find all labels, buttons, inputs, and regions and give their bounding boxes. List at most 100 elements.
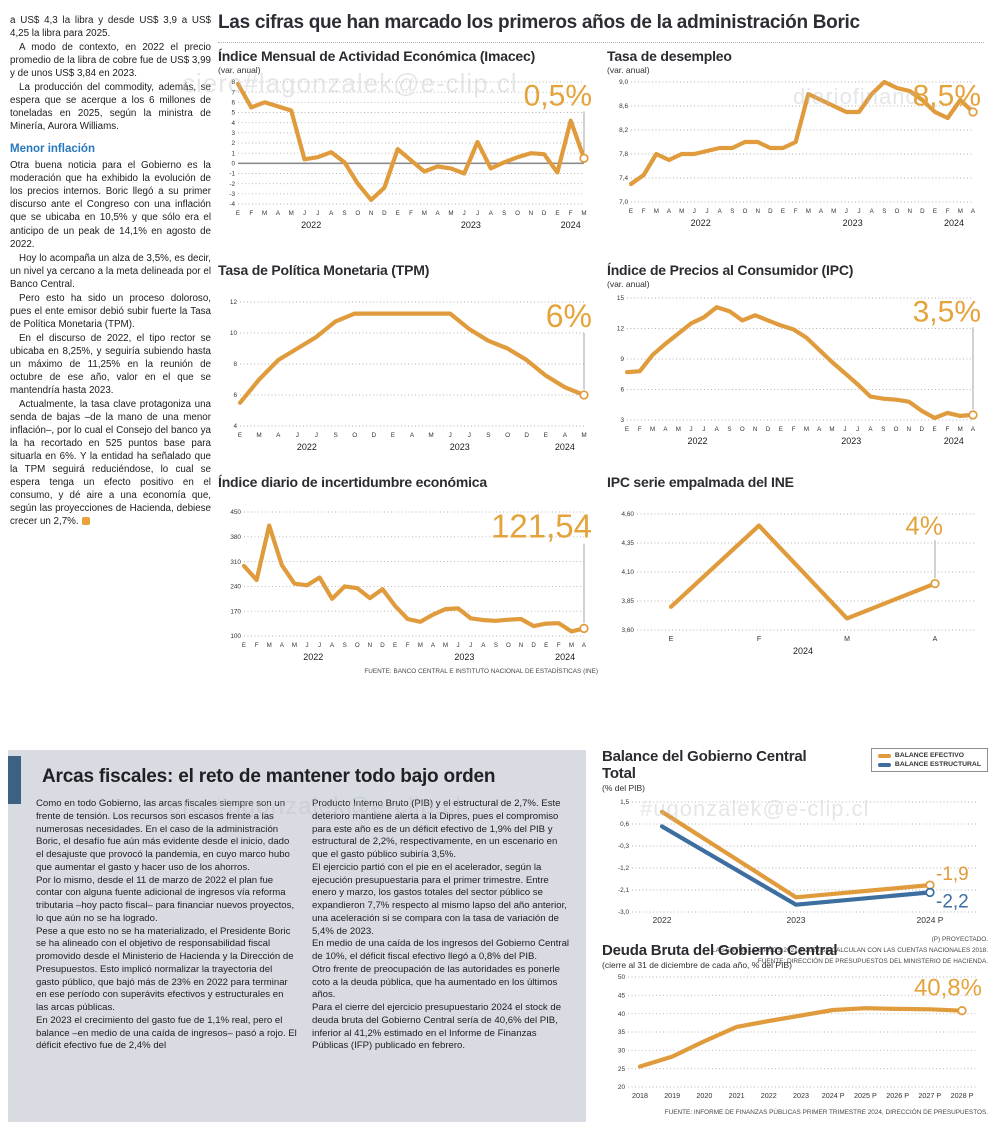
svg-text:O: O <box>505 432 510 439</box>
fiscal-paragraph: Para el cierre del ejercicio presupuesta… <box>312 1002 562 1052</box>
svg-text:170: 170 <box>230 608 241 615</box>
spacer <box>218 278 598 291</box>
chart-title: Índice de Precios al Consumidor (IPC) <box>607 262 854 278</box>
fiscal-paragraph: En medio de una caída de los ingresos de… <box>312 938 570 962</box>
legend-label: BALANCE ESTRUCTURAL <box>894 761 981 768</box>
svg-text:2: 2 <box>231 140 235 147</box>
svg-text:M: M <box>806 208 811 215</box>
svg-text:N: N <box>369 210 373 217</box>
svg-text:S: S <box>343 642 347 649</box>
chart-canvas: 8 7 6 5 4 3 2 1 0 -1 -2 -3 -4 E F M A M J J A S O N D E F M A M J J A S O N… <box>218 78 598 235</box>
chart-incertidumbre: Índice diario de incertidumbre económica… <box>218 474 598 675</box>
svg-text:1,5: 1,5 <box>620 799 629 806</box>
svg-text:2023: 2023 <box>461 220 481 230</box>
svg-text:2023: 2023 <box>841 436 861 446</box>
svg-text:8: 8 <box>233 361 237 368</box>
svg-text:M: M <box>831 208 836 215</box>
svg-text:E: E <box>669 636 674 643</box>
svg-text:2022: 2022 <box>297 442 317 452</box>
svg-text:M: M <box>654 208 659 215</box>
article-paragraphs: a US$ 4,3 la libra y desde US$ 3,9 a US$… <box>10 14 211 133</box>
svg-text:A: A <box>718 208 723 215</box>
svg-text:2018: 2018 <box>632 1091 648 1100</box>
fiscal-column-1: Como en todo Gobierno, las arcas fiscale… <box>36 798 298 1053</box>
svg-text:40,8%: 40,8% <box>914 975 982 1002</box>
svg-text:E: E <box>781 208 785 215</box>
svg-text:3,85: 3,85 <box>622 598 635 605</box>
chart-legend: BALANCE EFECTIVO BALANCE ESTRUCTURAL <box>870 748 988 772</box>
svg-text:240: 240 <box>230 584 241 591</box>
fiscal-section: Arcas fiscales: el reto de mantener todo… <box>8 750 586 1122</box>
svg-text:S: S <box>502 210 506 217</box>
svg-text:6: 6 <box>231 100 235 107</box>
chart-canvas: 9,0 8,6 8,2 7,8 7,4 7,0 E F M A M J J A S O N D E F M A M J J A S O… <box>607 78 987 233</box>
svg-text:-2: -2 <box>229 181 235 188</box>
svg-text:S: S <box>730 208 734 215</box>
svg-text:E: E <box>391 432 395 439</box>
svg-text:6: 6 <box>620 387 624 394</box>
fiscal-paragraph: Como en todo Gobierno, las arcas fiscale… <box>36 798 290 873</box>
svg-text:8,6: 8,6 <box>619 103 628 110</box>
svg-text:2022: 2022 <box>303 652 323 662</box>
fiscal-columns: Como en todo Gobierno, las arcas fiscale… <box>8 798 586 1053</box>
svg-text:M: M <box>581 210 586 217</box>
svg-text:A: A <box>817 426 822 433</box>
svg-text:4%: 4% <box>905 510 943 540</box>
svg-text:M: M <box>958 426 963 433</box>
svg-text:J: J <box>296 432 299 439</box>
chart-footnotes: (P) PROYECTADO. LAS ENTRE LOS AÑOS 2021 Y… <box>602 935 988 968</box>
svg-text:A: A <box>667 208 672 215</box>
chart-ipc: Índice de Precios al Consumidor (IPC) (v… <box>607 262 987 451</box>
svg-text:2023: 2023 <box>450 442 470 452</box>
svg-text:S: S <box>494 642 498 649</box>
svg-text:A: A <box>868 426 873 433</box>
svg-text:8,5%: 8,5% <box>913 79 981 112</box>
svg-text:F: F <box>557 642 561 649</box>
svg-text:A: A <box>933 636 938 643</box>
svg-text:7,4: 7,4 <box>619 175 628 182</box>
svg-text:S: S <box>342 210 346 217</box>
svg-text:-1: -1 <box>229 171 235 178</box>
svg-text:O: O <box>743 208 748 215</box>
svg-text:E: E <box>555 210 559 217</box>
svg-text:6: 6 <box>233 392 237 399</box>
svg-text:8: 8 <box>231 79 235 86</box>
svg-text:M: M <box>679 208 684 215</box>
article-paragraph: En el discurso de 2022, el tipo rector s… <box>10 332 211 396</box>
chart-title: Tasa de Política Monetaria (TPM) <box>218 262 430 278</box>
svg-text:2024: 2024 <box>561 220 581 230</box>
svg-text:J: J <box>463 210 466 217</box>
svg-text:J: J <box>457 642 460 649</box>
svg-text:J: J <box>449 432 452 439</box>
chart-desempleo: Tasa de desempleo (var. anual) 9,0 8,6 8,2… <box>607 48 987 233</box>
svg-text:D: D <box>524 432 529 439</box>
svg-text:F: F <box>255 642 259 649</box>
svg-text:M: M <box>844 636 850 643</box>
svg-text:E: E <box>242 642 246 649</box>
svg-text:E: E <box>396 210 400 217</box>
svg-text:3: 3 <box>231 130 235 137</box>
svg-text:N: N <box>753 426 757 433</box>
svg-text:3,5%: 3,5% <box>913 295 981 328</box>
svg-text:20: 20 <box>618 1084 626 1091</box>
article-paragraph: La producción del commodity, además, se … <box>10 82 211 133</box>
svg-text:M: M <box>958 208 963 215</box>
svg-text:O: O <box>506 642 511 649</box>
svg-text:M: M <box>569 642 574 649</box>
svg-text:E: E <box>629 208 633 215</box>
fiscal-paragraph: Otro frente de preocupación de las autor… <box>312 963 560 1001</box>
fiscal-paragraph: Producto Interno Bruto (PIB) y el estruc… <box>312 798 561 860</box>
svg-text:J: J <box>305 642 308 649</box>
svg-text:M: M <box>676 426 681 433</box>
svg-text:A: A <box>582 642 587 649</box>
article-paragraph: Pero esto ha sido un proceso doloroso, p… <box>10 292 211 330</box>
svg-text:0,6: 0,6 <box>620 821 629 828</box>
fiscal-paragraph: El ejercicio partió con el pie en el ace… <box>312 861 567 937</box>
chart-subtitle: (var. anual) <box>607 65 650 75</box>
svg-text:2024: 2024 <box>793 646 813 656</box>
svg-text:2025 P: 2025 P <box>854 1091 877 1100</box>
svg-text:5: 5 <box>231 110 235 117</box>
chart-subtitle: (var. anual) <box>218 65 261 75</box>
svg-text:25: 25 <box>618 1066 626 1073</box>
svg-text:0: 0 <box>231 161 235 168</box>
